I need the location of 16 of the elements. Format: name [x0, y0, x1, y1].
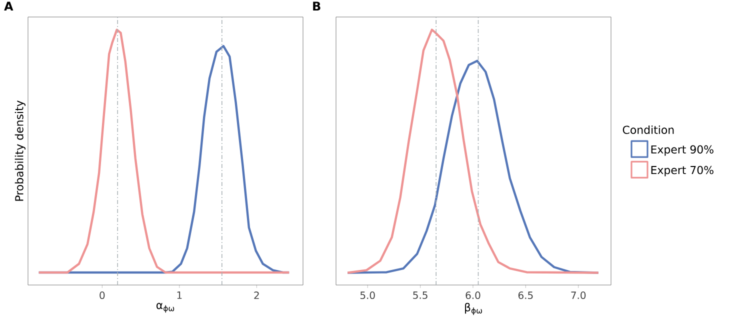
x-tick-label: 7.0: [571, 292, 586, 300]
x-tick-label: 6.5: [518, 292, 533, 300]
legend-label: Expert 70%: [651, 166, 714, 176]
x-axis-title: β$_{ϕω}$: [465, 302, 482, 315]
x-tick-label: 5.0: [360, 292, 375, 300]
chart-title: B: [313, 2, 320, 10]
x-tick-label: 5.5: [413, 292, 428, 299]
y-axis-title: Probability density: [14, 100, 26, 201]
legend-title: Condition: [622, 125, 674, 134]
x-tick-label: 0: [100, 292, 105, 300]
legend-label: Expert 90%: [651, 145, 714, 156]
x-axis-title: α$_{ϕω}$: [156, 302, 174, 313]
chart-title: A: [4, 2, 14, 10]
x-tick-label: 6.0: [466, 292, 480, 300]
x-tick-label: 1: [177, 292, 182, 299]
x-tick-label: 2: [254, 292, 259, 299]
